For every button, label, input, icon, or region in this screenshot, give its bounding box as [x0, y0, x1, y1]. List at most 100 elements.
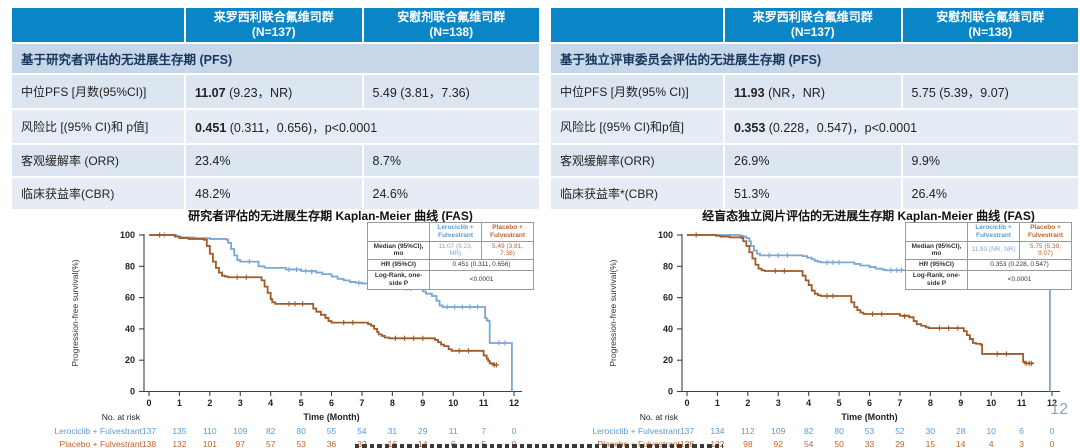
- at-risk-value: 3: [1019, 439, 1024, 448]
- axes: [681, 234, 1061, 393]
- y-axis-label: Progression-free survival(%): [70, 259, 80, 366]
- tables-row: 来罗西利联合氟维司群 (N=137) 安慰剂联合氟维司群 (N=138) 基于研…: [0, 0, 1080, 209]
- legend-treatment-header: Lerociclib + Fulvestrant: [429, 222, 482, 242]
- placebo-arm-name: 安慰剂联合氟维司群: [397, 10, 506, 24]
- y-tick-label: 60: [125, 293, 135, 303]
- km-chart-panel-investigator: 研究者评估的无进展生存期 Kaplan-Meier 曲线 (FAS) 0 20 40…: [52, 209, 544, 448]
- legend-treatment-header: Lerociclib + Fulvestrant: [967, 222, 1020, 242]
- y-tick-label: 40: [125, 324, 135, 334]
- at-risk-value: 97: [236, 439, 246, 448]
- table-header-empty-cell: [551, 8, 723, 42]
- at-risk-value: 15: [926, 439, 936, 448]
- pfs-table-independent-review: 来罗西利联合氟维司群 (N=137) 安慰剂联合氟维司群 (N=138) 基于独…: [551, 8, 1078, 209]
- series-placebo: [687, 232, 1034, 366]
- charts-row: 研究者评估的无进展生存期 Kaplan-Meier 曲线 (FAS) 0 20 40…: [0, 209, 1080, 448]
- y-tick-label: 20: [663, 355, 673, 365]
- orr-placebo-value: 8.7%: [363, 145, 539, 176]
- placebo-arm-n: (N=138): [429, 25, 474, 39]
- at-risk-value: 0: [1050, 426, 1055, 436]
- section-row: 基于研究者评估的无进展生存期 (PFS): [12, 44, 539, 73]
- km-curve-lerociclib: [149, 234, 513, 392]
- at-risk-value: 98: [743, 439, 753, 448]
- at-risk-value: 6: [1019, 426, 1024, 436]
- legend-logrank-label: Log-Rank, one-side P: [367, 269, 430, 290]
- at-risk-value: 10: [986, 426, 996, 436]
- x-tick-label: 1: [715, 398, 720, 408]
- legend-median-treatment: 11.93 (NR, NR): [967, 240, 1020, 261]
- at-risk-value: 57: [266, 439, 276, 448]
- y-tick-label: 80: [125, 261, 135, 271]
- at-risk-row-label: Lerociclib + Fulvestrant: [592, 426, 680, 436]
- treatment-arm-name: 来罗西利联合氟维司群: [213, 10, 334, 24]
- y-tick-label: 80: [663, 261, 673, 271]
- at-risk-value: 138: [142, 439, 156, 448]
- x-tick-label: 1: [177, 398, 182, 408]
- legend-placebo-header: Placebo + Fulvestrant: [1019, 222, 1072, 242]
- at-risk-value: 134: [710, 426, 724, 436]
- at-risk-value: 109: [233, 426, 247, 436]
- series-placebo: [149, 232, 499, 368]
- section-row: 基于独立评审委员会评估的无进展生存期 (PFS): [551, 44, 1078, 73]
- at-risk-value: 14: [418, 439, 428, 448]
- orr-placebo-value: 9.9%: [902, 145, 1078, 176]
- x-tick-label: 11: [479, 398, 489, 408]
- treatment-arm-name: 来罗西利联合氟维司群: [752, 10, 873, 24]
- km-chart-panel-independent-review: 经盲态独立阅片评估的无进展生存期 Kaplan-Meier 曲线 (FAS) 0…: [590, 209, 1080, 448]
- x-tick-label: 9: [958, 398, 963, 408]
- cbr-treatment-value: 48.2%: [186, 178, 362, 209]
- km-legend-table: Lerociclib + Fulvestrant Placebo + Fulvest…: [367, 222, 534, 290]
- at-risk-row-label: Lerociclib + Fulvestrant: [54, 426, 142, 436]
- row-label-cbr: 临床获益率*(CBR): [551, 178, 723, 209]
- y-tick-label: 0: [668, 387, 673, 397]
- at-risk-value: 135: [172, 426, 186, 436]
- km-curve-placebo: [149, 234, 498, 366]
- cbr-placebo-value: 26.4%: [902, 178, 1078, 209]
- at-risk-row-label: Placebo + Fulvestrant: [60, 439, 143, 448]
- chart-title: 研究者评估的无进展生存期 Kaplan-Meier 曲线 (FAS): [188, 209, 473, 223]
- orr-treatment-value: 23.4%: [186, 145, 362, 176]
- legend-median-label: Median (95%CI), mo: [367, 240, 430, 261]
- x-tick-label: 10: [986, 398, 996, 408]
- x-tick-label: 6: [329, 398, 334, 408]
- at-risk-row-label: Placebo + Fulvestrant: [598, 439, 681, 448]
- at-risk-value: 132: [710, 439, 724, 448]
- at-risk-value: 53: [865, 426, 875, 436]
- at-risk-value: 7: [481, 426, 486, 436]
- x-tick-label: 0: [146, 398, 151, 408]
- median-pfs-treatment-value: 11.93 (NR，NR): [725, 75, 901, 108]
- km-curve-placebo: [687, 234, 1034, 365]
- x-tick-label: 8: [928, 398, 933, 408]
- y-tick-label: 40: [663, 324, 673, 334]
- row-label-orr: 客观缓解率 (ORR): [12, 145, 184, 176]
- at-risk-value: 132: [172, 439, 186, 448]
- y-tick-label: 100: [658, 230, 673, 240]
- at-risk-value: 80: [834, 426, 844, 436]
- at-risk-value: 11: [449, 426, 458, 436]
- y-tick-label: 0: [130, 387, 135, 397]
- km-legend-table: Lerociclib + Fulvestrant Placebo + Fulvest…: [905, 222, 1072, 290]
- legend-corner-cell: [367, 222, 430, 242]
- x-tick-label: 7: [897, 398, 902, 408]
- at-risk-label: No. at risk: [640, 412, 679, 422]
- orr-treatment-value: 26.9%: [725, 145, 901, 176]
- x-tick-label: 12: [509, 398, 519, 408]
- at-risk-value: 54: [804, 439, 814, 448]
- at-risk-value: 82: [804, 426, 814, 436]
- y-tick-label: 20: [125, 355, 135, 365]
- x-tick-label: 7: [359, 398, 364, 408]
- at-risk-value: 138: [680, 439, 694, 448]
- at-risk-value: 80: [296, 426, 306, 436]
- at-risk-value: 110: [203, 426, 217, 436]
- x-tick-label: 6: [867, 398, 872, 408]
- hazard-ratio-value: 0.353 (0.228，0.547)，p<0.0001: [725, 110, 1078, 143]
- x-tick-label: 2: [207, 398, 212, 408]
- placebo-arm-name: 安慰剂联合氟维司群: [936, 10, 1045, 24]
- at-risk-value: 109: [771, 426, 785, 436]
- at-risk-value: 28: [956, 426, 966, 436]
- treatment-arm-n: (N=137): [251, 25, 296, 39]
- at-risk-value: 29: [895, 439, 905, 448]
